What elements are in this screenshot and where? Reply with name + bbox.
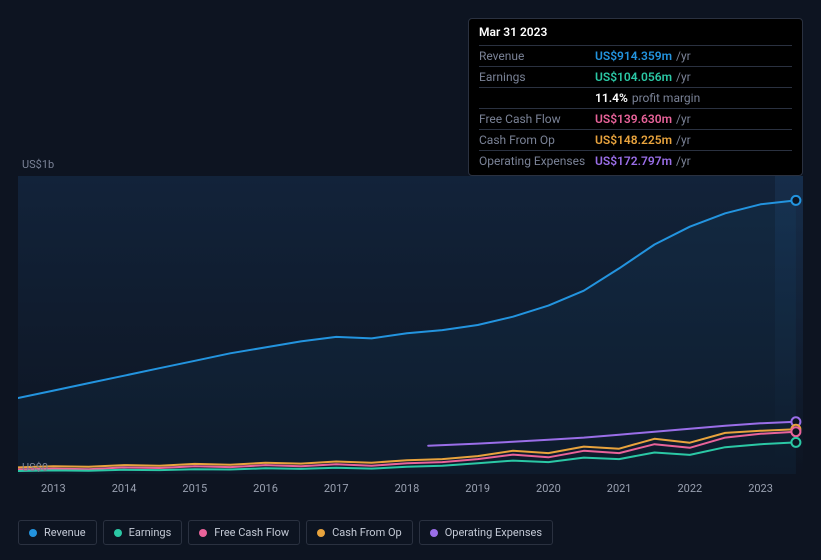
- series-area-revenue: [18, 200, 796, 474]
- series-marker-earnings: [791, 438, 800, 447]
- legend-item-free-cash-flow[interactable]: Free Cash Flow: [188, 520, 300, 545]
- x-tick: 2021: [607, 482, 632, 495]
- legend-swatch-icon: [317, 529, 325, 537]
- tooltip-row: RevenueUS$914.359m/yr: [479, 45, 792, 66]
- x-axis: 2013 2014 2015 2016 2017 2018 2019 2020 2021 2022…: [18, 482, 803, 502]
- tooltip-row-value: US$914.359m: [595, 49, 672, 63]
- x-tick: 2015: [182, 482, 207, 495]
- tooltip-row: Cash From OpUS$148.225m/yr: [479, 129, 792, 150]
- tooltip-profit-margin: 11.4%: [595, 91, 628, 105]
- legend-label: Revenue: [44, 526, 86, 539]
- tooltip-row: EarningsUS$104.056m/yr: [479, 66, 792, 87]
- series-marker-free-cash-flow: [791, 427, 800, 436]
- tooltip-row-suffix: /yr: [676, 112, 691, 126]
- tooltip-row: Free Cash FlowUS$139.630m/yr: [479, 108, 792, 129]
- x-tick: 2020: [536, 482, 561, 495]
- data-tooltip: Mar 31 2023 RevenueUS$914.359m/yrEarning…: [468, 18, 803, 176]
- legend-swatch-icon: [114, 529, 122, 537]
- chart-svg: [18, 176, 803, 474]
- tooltip-row-label: Free Cash Flow: [479, 112, 595, 126]
- legend-item-earnings[interactable]: Earnings: [103, 520, 183, 545]
- x-tick: 2016: [253, 482, 278, 495]
- legend-item-cash-from-op[interactable]: Cash From Op: [306, 520, 413, 545]
- tooltip-row-value: US$104.056m: [595, 70, 672, 84]
- x-tick: 2014: [112, 482, 137, 495]
- tooltip-row-suffix: /yr: [676, 133, 691, 147]
- y-axis-bottom-label: US$0: [22, 461, 48, 474]
- tooltip-row-label: Cash From Op: [479, 133, 595, 147]
- legend-label: Operating Expenses: [445, 526, 542, 539]
- legend-swatch-icon: [199, 529, 207, 537]
- x-tick: 2019: [465, 482, 490, 495]
- tooltip-row-suffix: /yr: [676, 70, 691, 84]
- plot-area[interactable]: [18, 176, 803, 474]
- tooltip-row: 11.4% profit margin: [479, 87, 792, 108]
- tooltip-row-value: US$139.630m: [595, 112, 672, 126]
- tooltip-row-suffix: /yr: [676, 49, 691, 63]
- tooltip-row-label: [479, 91, 595, 105]
- legend-item-revenue[interactable]: Revenue: [18, 520, 97, 545]
- x-tick: 2018: [395, 482, 420, 495]
- legend-label: Earnings: [129, 526, 172, 539]
- legend-item-operating-expenses[interactable]: Operating Expenses: [419, 520, 553, 545]
- x-tick: 2017: [324, 482, 349, 495]
- financials-chart: US$1b US$0 20132014201520162017201820192…: [18, 158, 803, 508]
- x-tick: 2013: [41, 482, 66, 495]
- x-tick: 2023: [748, 482, 773, 495]
- x-tick: 2022: [677, 482, 702, 495]
- chart-legend: Revenue Earnings Free Cash Flow Cash From O…: [18, 520, 553, 545]
- legend-swatch-icon: [29, 529, 37, 537]
- y-axis-top-label: US$1b: [22, 158, 54, 171]
- tooltip-date: Mar 31 2023: [479, 25, 792, 45]
- legend-swatch-icon: [430, 529, 438, 537]
- tooltip-row-label: Revenue: [479, 49, 595, 63]
- tooltip-row-label: Earnings: [479, 70, 595, 84]
- legend-label: Cash From Op: [332, 526, 402, 539]
- legend-label: Free Cash Flow: [214, 526, 289, 539]
- tooltip-row-suffix: profit margin: [632, 91, 700, 105]
- series-marker-revenue: [791, 196, 800, 205]
- tooltip-row-value: US$148.225m: [595, 133, 672, 147]
